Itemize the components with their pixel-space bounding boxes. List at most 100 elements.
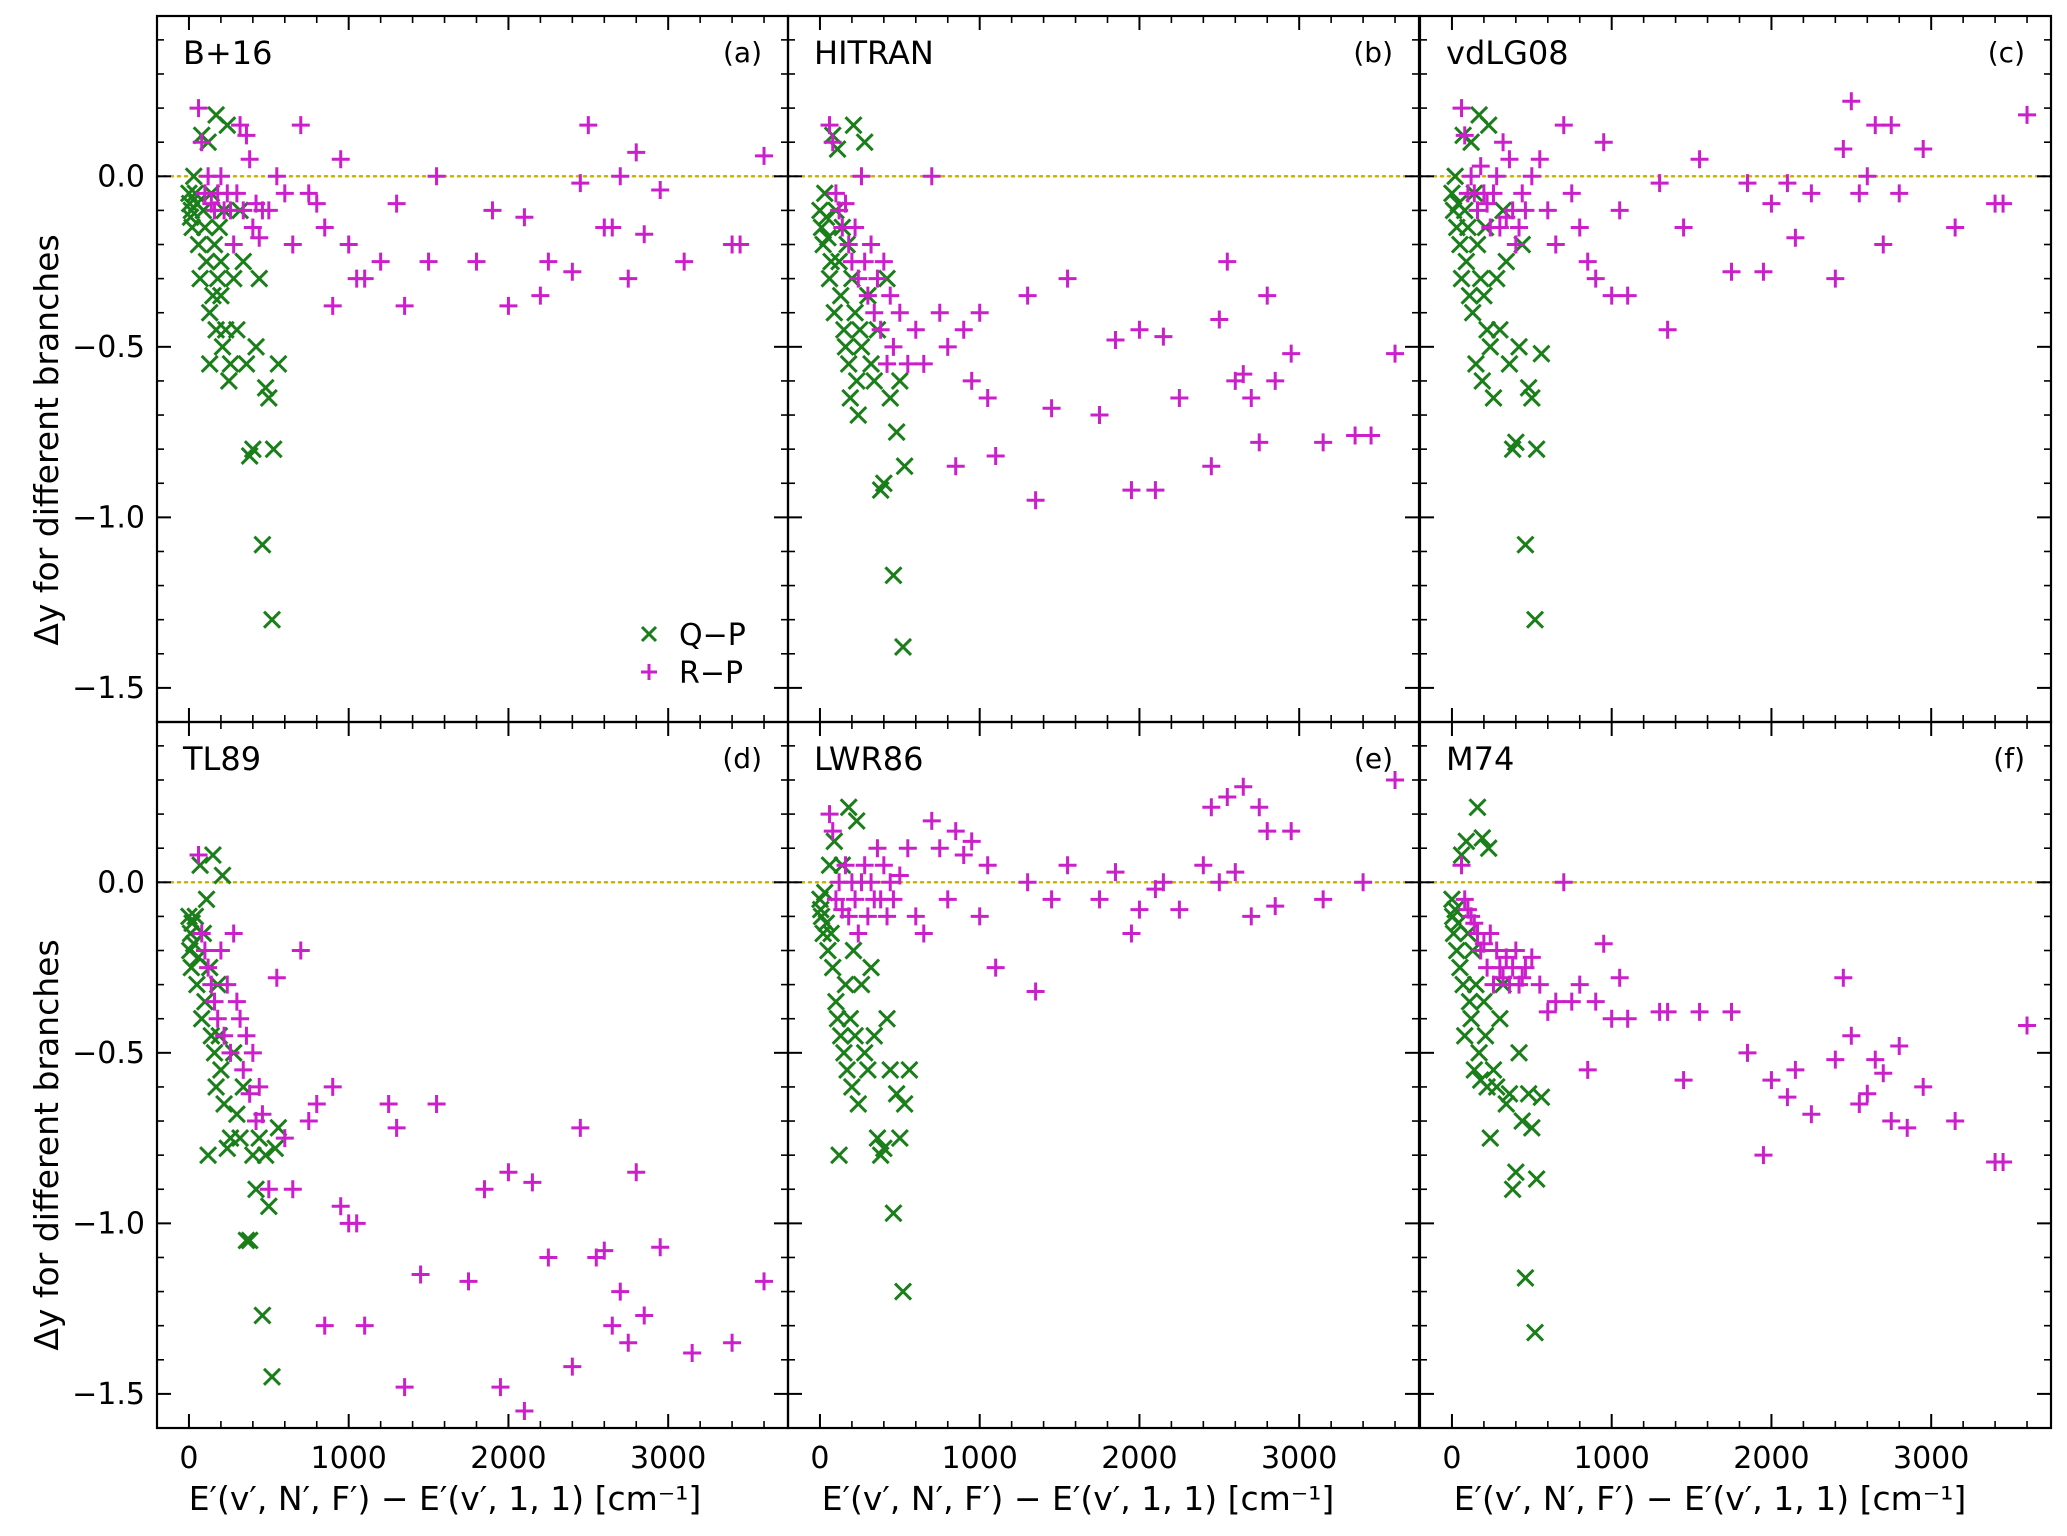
data-point-q-p xyxy=(187,975,206,994)
data-point-r-p xyxy=(922,811,941,830)
y-tick-label: 0.0 xyxy=(97,865,145,900)
data-point-q-p xyxy=(1466,354,1485,373)
data-point-r-p xyxy=(1914,140,1933,159)
data-point-q-p xyxy=(1460,992,1479,1011)
data-point-q-p xyxy=(250,1129,269,1148)
data-point-r-p xyxy=(1516,201,1535,220)
data-point-r-p xyxy=(1234,777,1253,796)
data-point-q-p xyxy=(855,133,874,152)
data-point-r-p xyxy=(627,143,646,162)
data-point-q-p xyxy=(814,924,833,943)
data-point-q-p xyxy=(1452,845,1471,865)
data-point-r-p xyxy=(1218,252,1237,271)
data-point-q-p xyxy=(862,354,881,373)
data-point-r-p xyxy=(1602,1009,1621,1028)
data-point-q-p xyxy=(1516,535,1535,554)
panel-title: LWR86 xyxy=(814,740,923,778)
data-point-r-p xyxy=(930,303,949,322)
data-point-q-p xyxy=(192,1009,211,1028)
y-axis-label-top: Δy for different branches xyxy=(27,234,66,645)
data-point-q-p xyxy=(237,354,256,373)
data-point-q-p xyxy=(1509,337,1529,356)
data-point-q-p xyxy=(1522,388,1541,408)
data-point-r-p xyxy=(299,184,318,203)
data-point-q-p xyxy=(211,286,230,305)
data-point-q-p xyxy=(877,269,897,288)
data-point-q-p xyxy=(1446,900,1465,919)
data-point-q-p xyxy=(1442,890,1462,909)
panel-e: 0 1000 2000 3000 LWR86 (e) xyxy=(786,720,1421,1476)
data-point-q-p xyxy=(1532,344,1551,363)
data-point-r-p xyxy=(1500,150,1519,169)
data-point-r-p xyxy=(459,1272,478,1291)
series-r-p xyxy=(1452,856,2037,1171)
data-point-r-p xyxy=(1842,92,1861,111)
data-point-r-p xyxy=(855,252,874,271)
data-point-r-p xyxy=(253,1105,272,1124)
y-tick-label: 0.0 xyxy=(97,159,145,194)
data-point-r-p xyxy=(595,1241,614,1260)
data-point-r-p xyxy=(1858,1084,1877,1103)
data-point-q-p xyxy=(1500,354,1519,373)
data-point-r-p xyxy=(1487,941,1506,960)
data-point-r-p xyxy=(1562,184,1581,203)
data-point-r-p xyxy=(1506,235,1525,254)
data-point-r-p xyxy=(1570,975,1589,994)
data-point-r-p xyxy=(1762,1071,1781,1090)
data-point-q-p xyxy=(846,1026,865,1045)
panel-tag: (f) xyxy=(1993,742,2025,775)
data-point-q-p xyxy=(841,388,860,408)
data-point-r-p xyxy=(491,1378,510,1397)
y-axis-label-bottom: Δy for different branches xyxy=(27,939,66,1350)
data-point-r-p xyxy=(898,354,917,373)
data-point-q-p xyxy=(887,1084,906,1103)
data-point-q-p xyxy=(205,235,224,254)
data-point-q-p xyxy=(881,388,900,408)
data-point-q-p xyxy=(219,371,238,390)
data-point-q-p xyxy=(1487,269,1506,288)
series-q-p xyxy=(1442,798,1551,1342)
data-point-q-p xyxy=(184,167,203,186)
data-point-r-p xyxy=(986,958,1005,977)
data-point-r-p xyxy=(237,126,256,145)
panel-f: 0 1000 2000 3000 M74 (f) xyxy=(1418,720,2053,1476)
data-point-q-p xyxy=(820,269,839,288)
data-point-q-p xyxy=(208,269,227,288)
data-point-r-p xyxy=(1122,481,1141,500)
data-point-r-p xyxy=(1850,1094,1869,1113)
data-point-q-p xyxy=(1497,252,1516,271)
data-point-r-p xyxy=(962,832,981,851)
data-point-r-p xyxy=(603,218,622,237)
data-point-r-p xyxy=(1586,992,1605,1011)
data-point-r-p xyxy=(1674,218,1693,237)
data-point-r-p xyxy=(1722,262,1741,281)
data-point-r-p xyxy=(1497,948,1516,967)
data-point-r-p xyxy=(603,1316,622,1335)
data-point-q-p xyxy=(815,184,834,203)
data-point-q-p xyxy=(826,992,845,1011)
data-point-q-p xyxy=(197,252,216,271)
data-point-q-p xyxy=(1506,1163,1525,1182)
panel-title: HITRAN xyxy=(814,34,934,72)
data-point-r-p xyxy=(2018,105,2037,124)
data-point-r-p xyxy=(208,1009,227,1028)
data-point-r-p xyxy=(299,1112,318,1131)
data-point-q-p xyxy=(895,1094,914,1114)
data-point-q-p xyxy=(210,218,229,237)
data-point-q-p xyxy=(227,1105,246,1124)
panel-c: vdLG08 (c) xyxy=(1418,14,2053,724)
data-point-r-p xyxy=(515,208,534,227)
data-point-r-p xyxy=(1610,201,1629,220)
y-tick-label: −1.0 xyxy=(72,500,145,535)
data-point-r-p xyxy=(1866,1050,1885,1069)
data-point-r-p xyxy=(1890,1037,1909,1056)
data-point-r-p xyxy=(1946,218,1965,237)
axes-frame xyxy=(1418,720,2053,1430)
data-point-r-p xyxy=(619,1333,638,1352)
data-point-r-p xyxy=(1530,975,1549,994)
data-point-r-p xyxy=(1250,433,1269,452)
x-tick-label: 2000 xyxy=(1101,1441,1177,1476)
data-point-r-p xyxy=(1594,133,1613,152)
data-point-r-p xyxy=(195,941,214,960)
data-point-r-p xyxy=(267,968,286,987)
